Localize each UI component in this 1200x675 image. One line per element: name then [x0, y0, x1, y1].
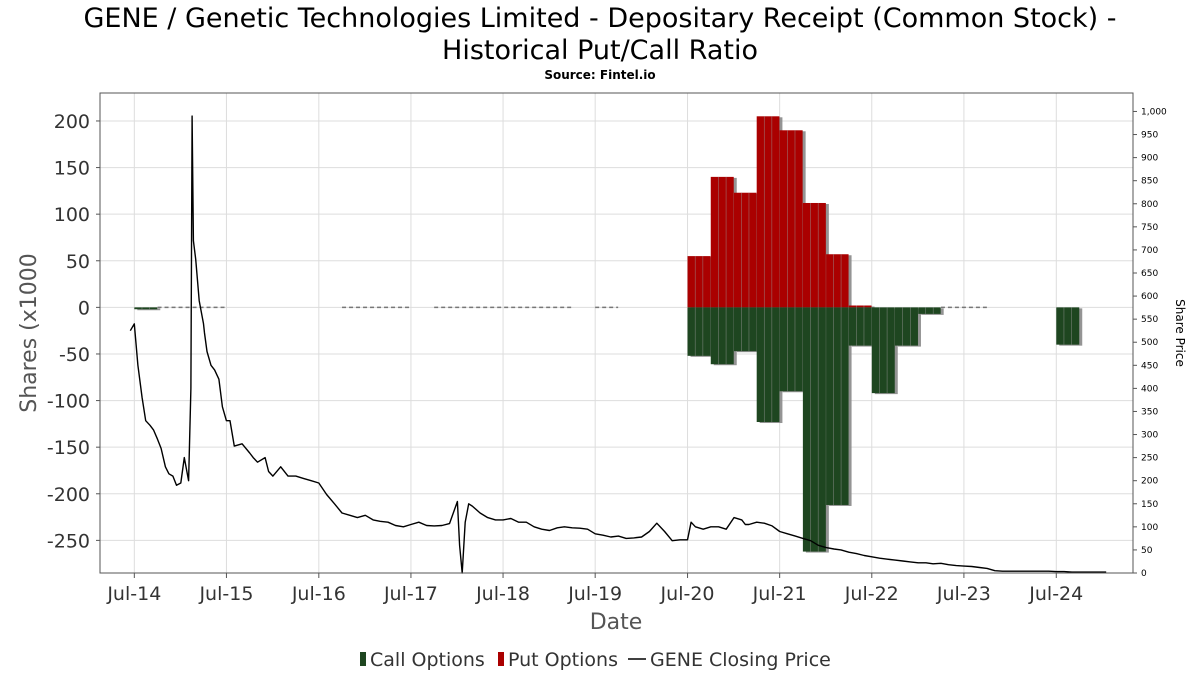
x-tick-label: Jul-20	[660, 583, 715, 605]
call-bar	[733, 307, 757, 352]
y2-tick-label: 700	[1141, 246, 1158, 256]
legend-put-label: Put Options	[508, 649, 618, 671]
chart-title-line1: GENE / Genetic Technologies Limited - De…	[83, 3, 1116, 34]
y2-tick-label: 250	[1141, 454, 1158, 464]
y2-tick-label: 450	[1141, 361, 1158, 371]
plot-frame	[99, 92, 1134, 574]
call-bar	[826, 307, 849, 505]
call-bar	[710, 307, 734, 365]
y-axis-right: 0 50 100 150 200 250 300 350 400 450 500 550 600 650 7…	[1133, 107, 1167, 579]
y2-tick-label: 950	[1141, 131, 1158, 141]
y-tick-label: -150	[47, 437, 90, 459]
y-tick-label: -50	[59, 344, 90, 366]
x-tick-label: Jul-21	[752, 583, 807, 605]
call-bar	[848, 307, 872, 346]
y2-tick-label: 350	[1141, 407, 1158, 417]
legend-call-swatch	[360, 652, 366, 666]
y2-tick-label: 900	[1141, 154, 1158, 164]
put-bar	[733, 192, 757, 308]
legend-put-swatch	[498, 652, 504, 666]
call-bar	[779, 307, 803, 392]
legend-price-label: GENE Closing Price	[650, 649, 831, 671]
x-tick-label: Jul-17	[383, 583, 438, 605]
y-tick-label: -250	[47, 530, 90, 552]
put-bar	[710, 176, 734, 308]
y-tick-label: 200	[54, 111, 90, 133]
y2-tick-label: 1,000	[1141, 107, 1167, 117]
call-bar-shadow	[137, 308, 161, 311]
x-tick-label: Jul-23	[936, 583, 991, 605]
bars-group	[134, 116, 1083, 553]
y2-tick-label: 0	[1141, 569, 1147, 579]
call-bar	[1056, 307, 1080, 345]
y2-tick-label: 150	[1141, 500, 1158, 510]
chart-title-line2: Historical Put/Call Ratio	[442, 35, 758, 66]
call-bar	[134, 307, 158, 310]
y2-tick-label: 50	[1141, 546, 1153, 556]
call-bar	[756, 307, 780, 423]
y-tick-label: 100	[54, 204, 90, 226]
x-tick-label: Jul-16	[291, 583, 346, 605]
x-tick-label: Jul-14	[106, 583, 161, 605]
y2-tick-label: 400	[1141, 384, 1158, 394]
call-bar	[802, 307, 826, 552]
y-axis-left-label: Shares (x1000	[17, 253, 42, 413]
x-axis: Jul-14 Jul-15 Jul-16 Jul-17 Jul-18 Jul-19 Jul-…	[106, 573, 1083, 605]
y-tick-label: 0	[78, 297, 90, 319]
x-axis-label: Date	[590, 610, 643, 635]
call-bar	[871, 307, 895, 394]
price-line	[129, 115, 1107, 574]
y-tick-label: -200	[47, 484, 90, 506]
x-tick-label: Jul-18	[475, 583, 530, 605]
y2-tick-label: 650	[1141, 269, 1158, 279]
y2-tick-label: 200	[1141, 477, 1158, 487]
price-line-group	[129, 115, 1107, 574]
y2-tick-label: 750	[1141, 223, 1158, 233]
y-tick-label: 50	[66, 251, 90, 273]
y-tick-label: 150	[54, 158, 90, 180]
put-bar	[756, 116, 780, 308]
put-bar	[802, 202, 826, 308]
call-bar	[918, 307, 941, 314]
legend-call-label: Call Options	[370, 649, 485, 671]
y-axis-right-label: Share Price	[1173, 299, 1187, 367]
y-axis-left: -250 -200 -150 -100 -50 0 50 100 150 200	[47, 111, 100, 552]
y2-tick-label: 500	[1141, 338, 1158, 348]
call-bar	[895, 307, 918, 346]
put-bar	[848, 305, 872, 308]
y2-tick-label: 600	[1141, 292, 1158, 302]
x-tick-label: Jul-24	[1028, 583, 1083, 605]
legend: Call Options Put Options GENE Closing Pr…	[360, 649, 831, 671]
y2-tick-label: 550	[1141, 315, 1158, 325]
y2-tick-label: 850	[1141, 177, 1158, 187]
x-tick-label: Jul-19	[567, 583, 622, 605]
y2-tick-label: 100	[1141, 523, 1158, 533]
put-bar	[687, 256, 711, 308]
put-bar	[779, 130, 803, 308]
put-bar	[826, 254, 849, 308]
y2-tick-label: 300	[1141, 431, 1158, 441]
y2-tick-label: 800	[1141, 200, 1158, 210]
x-tick-label: Jul-15	[198, 583, 253, 605]
call-bar	[687, 307, 711, 356]
x-tick-label: Jul-22	[844, 583, 899, 605]
chart-source: Source: Fintel.io	[544, 68, 655, 82]
y-tick-label: -100	[47, 391, 90, 413]
